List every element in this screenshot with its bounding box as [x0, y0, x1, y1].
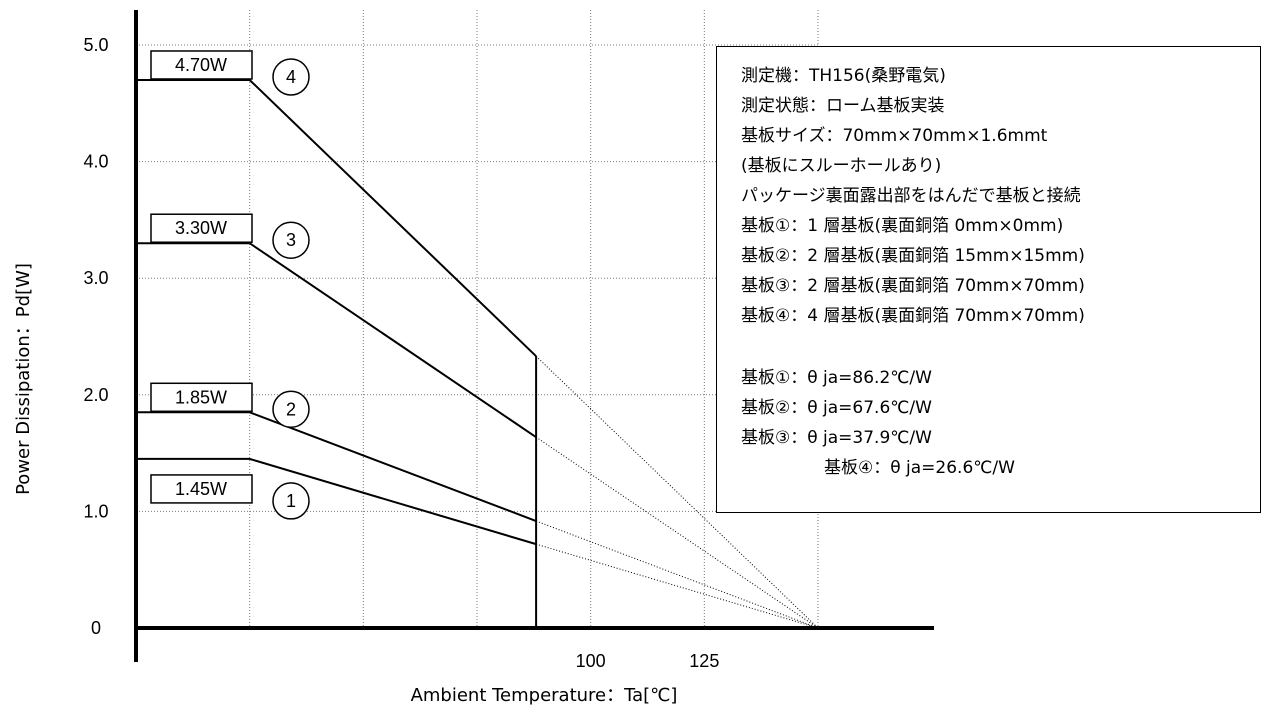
derating-curve-3: [136, 242, 537, 438]
value-label-2: 1.85W: [175, 387, 227, 407]
derating-extension-4: [535, 355, 819, 629]
y-tick-label: 4.0: [83, 152, 108, 172]
y-axis-label: Power Dissipation：Pd[W]: [13, 263, 34, 495]
derating-extension-2: [535, 520, 819, 629]
marker-circle-2: [272, 390, 310, 429]
y-tick-label: 5.0: [83, 35, 108, 55]
value-label-box-3: [150, 213, 253, 243]
value-label-1: 1.45W: [175, 479, 227, 499]
note-line: 測定機：TH156(桑野電気): [741, 66, 946, 86]
derating-curve-1: [136, 457, 537, 546]
note-line: 基板③：θ ja=37.9℃/W: [741, 428, 932, 448]
value-label-box-4: [150, 50, 253, 80]
note-line: 測定状態：ローム基板実装: [741, 96, 945, 116]
note-line: 基板①：θ ja=86.2℃/W: [741, 368, 932, 388]
derating-curve-2: [136, 411, 537, 522]
marker-number-2: 2: [286, 399, 296, 419]
marker-number-4: 4: [286, 67, 296, 87]
x-tick-label: 125: [689, 651, 719, 671]
marker-circle-3: [272, 221, 310, 259]
value-label-box-1: [150, 474, 253, 504]
value-label-4: 4.70W: [175, 55, 227, 75]
measurement-notes: 測定機：TH156(桑野電気) 測定状態：ローム基板実装 基板サイズ：70mm×…: [716, 46, 1261, 513]
marker-circle-1: [272, 482, 310, 520]
x-axis-label: Ambient Temperature：Ta[℃]: [411, 685, 678, 706]
derating-extension-1: [535, 543, 819, 629]
note-line: 基板④：4 層基板(裏面銅箔 70mm×70mm): [741, 306, 1085, 326]
marker-number-3: 3: [286, 230, 296, 250]
note-line: (基板にスルーホールあり): [741, 156, 942, 176]
axes: [134, 10, 934, 662]
marker-circle-4: [272, 58, 310, 96]
note-line: 基板①：1 層基板(裏面銅箔 0mm×0mm): [741, 216, 1064, 236]
note-line: 基板③：2 層基板(裏面銅箔 70mm×70mm): [741, 276, 1085, 296]
y-tick-label: 2.0: [83, 385, 108, 405]
note-line: 基板②：θ ja=67.6℃/W: [741, 398, 932, 418]
derating-curve-4: [136, 78, 537, 357]
note-line: パッケージ裏面露出部をはんだで基板と接続: [741, 186, 1081, 206]
marker-number-1: 1: [286, 491, 296, 511]
value-label-3: 3.30W: [175, 218, 227, 238]
note-line: 基板②：2 層基板(裏面銅箔 15mm×15mm): [741, 246, 1085, 266]
y-tick-label: 0: [91, 618, 101, 638]
x-tick-label: 100: [576, 651, 606, 671]
note-line: 基板④：θ ja=26.6℃/W: [824, 458, 1015, 478]
note-line: 基板サイズ：70mm×70mm×1.6mmt: [741, 126, 1048, 146]
y-tick-label: 3.0: [83, 268, 108, 288]
y-tick-label: 1.0: [83, 501, 108, 521]
value-label-box-2: [150, 382, 253, 413]
